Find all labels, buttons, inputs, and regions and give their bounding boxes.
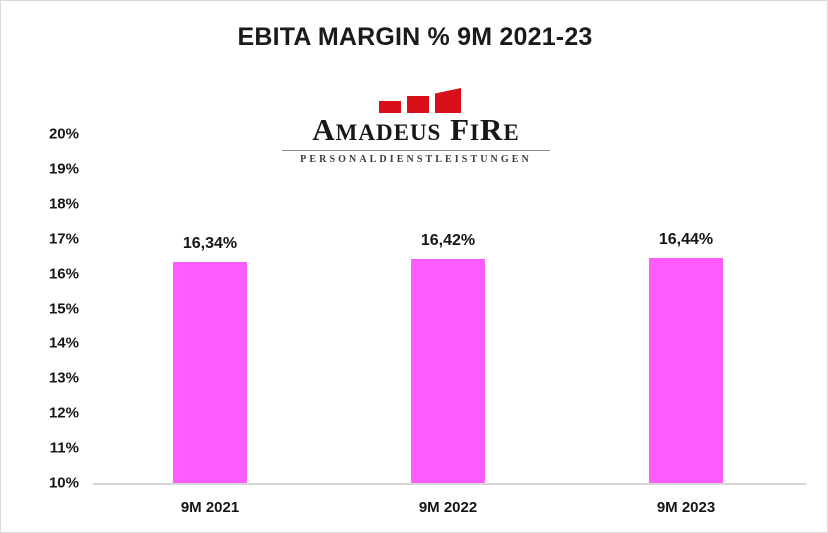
y-axis-tick-label: 18%	[48, 195, 79, 213]
bar[interactable]	[411, 258, 485, 483]
amadeus-fire-logo: AMADEUS FIRE PERSONALDIENSTLEISTUNGEN	[273, 87, 559, 165]
bar[interactable]	[649, 258, 723, 483]
logo-wordmark-i: I	[470, 120, 480, 145]
y-axis-tick-label: 10%	[48, 474, 79, 492]
bar[interactable]	[173, 261, 247, 483]
y-axis-tick-label: 20%	[48, 125, 79, 143]
logo-wordmark-madeus: MADEUS	[335, 120, 442, 145]
y-axis-tick-label: 15%	[48, 300, 79, 317]
logo-wordmark-e: E	[503, 120, 520, 145]
logo-bar-1	[379, 101, 401, 113]
logo-divider	[282, 149, 550, 151]
logo-wordmark-r: R	[479, 112, 504, 147]
y-axis: 20% 19% 18% 17% 16% 15% 14% 13% 12% 11% 10%	[9, 1, 79, 532]
x-axis-tick-label: 9M 2022	[418, 499, 478, 516]
logo-wordmark-f: F	[441, 112, 471, 147]
chart-title: EBITA MARGIN % 9M 2021-23	[237, 23, 593, 51]
bar-value-label: 16,34%	[182, 234, 238, 252]
logo-subtitle: PERSONALDIENSTLEISTUNGEN	[300, 153, 532, 165]
logo-bars-icon	[361, 87, 471, 113]
bar-value-label: 16,44%	[658, 231, 714, 249]
y-axis-tick-label: 17%	[48, 230, 79, 248]
y-axis-tick-label: 14%	[48, 334, 79, 352]
y-axis-tick-label: 13%	[48, 369, 79, 387]
logo-bar-2	[407, 96, 429, 113]
y-axis-tick-label: 12%	[48, 404, 79, 422]
y-axis-tick-label: 19%	[48, 160, 79, 178]
logo-wordmark-a: A	[312, 112, 336, 147]
x-axis-tick-label: 9M 2021	[180, 499, 240, 516]
y-axis-tick-label: 16%	[48, 265, 79, 283]
y-axis-tick-label: 11%	[49, 439, 79, 457]
x-axis-tick-label: 9M 2023	[656, 499, 716, 516]
x-axis-line	[93, 483, 806, 485]
logo-wordmark: AMADEUS FIRE	[273, 112, 559, 147]
bar-value-label: 16,42%	[420, 231, 476, 249]
